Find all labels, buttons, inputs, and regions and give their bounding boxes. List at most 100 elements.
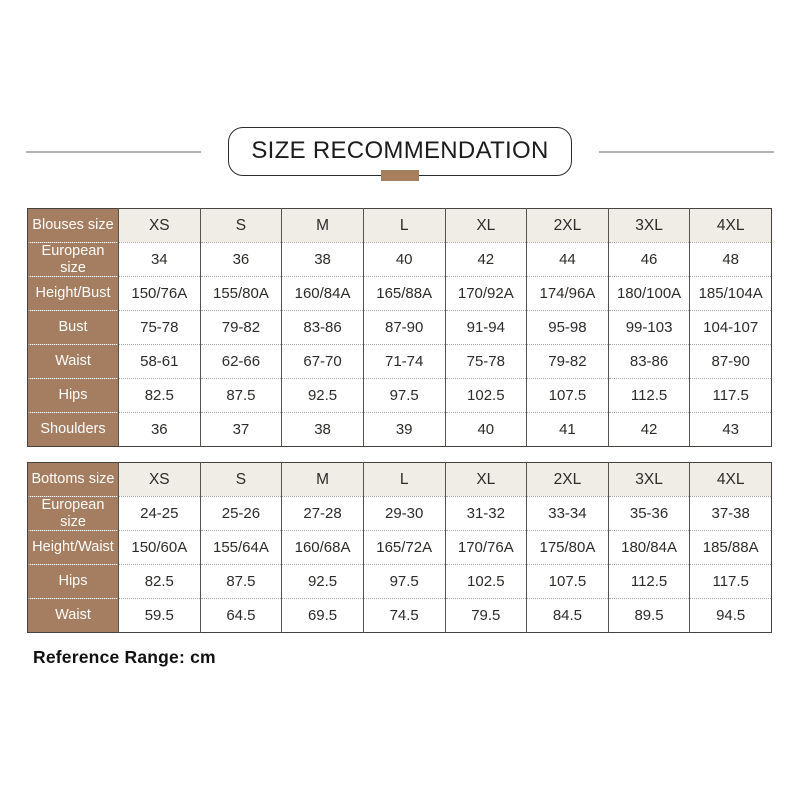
table-cell: 69.5	[281, 598, 364, 633]
table-cell: 180/100A	[607, 276, 690, 311]
table-cell: 34	[118, 242, 201, 277]
title-section: SIZE RECOMMENDATION	[0, 0, 800, 181]
table-cell: 58-61	[118, 344, 201, 379]
table-cell: 36	[199, 242, 282, 277]
table-cell: 59.5	[118, 598, 201, 633]
table-cell: 75-78	[118, 310, 201, 345]
table-cell: 165/72A	[362, 530, 445, 565]
table-cell: 48	[689, 242, 772, 277]
table-cell: 64.5	[199, 598, 282, 633]
table-cell: 174/96A	[526, 276, 609, 311]
title-accent-bar	[380, 170, 419, 181]
blouses-size-table: Blouses size XS S M L XL 2XL 3XL 4XL European siz…	[27, 208, 772, 447]
size-column-header: S	[199, 208, 282, 243]
size-column-header: 3XL	[607, 208, 690, 243]
table-cell: 44	[526, 242, 609, 277]
table-cell: 27-28	[281, 496, 364, 531]
title-box: SIZE RECOMMENDATION	[228, 127, 572, 181]
table-cell: 67-70	[281, 344, 364, 379]
table-cell: 97.5	[362, 564, 445, 599]
table-cell: 40	[362, 242, 445, 277]
table-cell: 102.5	[444, 564, 527, 599]
table-row: European size 24-25 25-26 27-28 29-30 31-32 33…	[27, 496, 772, 531]
table-cell: 35-36	[607, 496, 690, 531]
table-cell: 92.5	[281, 564, 364, 599]
table-row: Height/Bust 150/76A 155/80A 160/84A 165/88A 1…	[27, 276, 772, 311]
table-row: Height/Waist 150/60A 155/64A 160/68A 165/72A…	[27, 530, 772, 565]
table-cell: 43	[689, 412, 772, 447]
title-divider-right	[598, 150, 774, 153]
table-row: Hips 82.5 87.5 92.5 97.5 102.5 107.5 112.5 117.5	[27, 564, 772, 599]
table-cell: 150/60A	[118, 530, 201, 565]
size-column-header: XL	[444, 462, 527, 497]
size-column-header: 4XL	[689, 462, 772, 497]
table-cell: 99-103	[607, 310, 690, 345]
row-label: Hips	[27, 378, 119, 413]
table-cell: 160/84A	[281, 276, 364, 311]
row-label: Waist	[27, 344, 119, 379]
table-cell: 117.5	[689, 564, 772, 599]
table-title-cell: Blouses size	[27, 208, 119, 243]
size-column-header: M	[281, 462, 364, 497]
table-cell: 107.5	[526, 378, 609, 413]
table-cell: 75-78	[444, 344, 527, 379]
row-label: Height/Waist	[27, 530, 119, 565]
table-cell: 92.5	[281, 378, 364, 413]
table-cell: 180/84A	[607, 530, 690, 565]
row-label: Waist	[27, 598, 119, 633]
table-cell: 155/80A	[199, 276, 282, 311]
table-cell: 94.5	[689, 598, 772, 633]
size-column-header: L	[362, 462, 445, 497]
table-cell: 42	[607, 412, 690, 447]
table-cell: 46	[607, 242, 690, 277]
size-column-header: S	[199, 462, 282, 497]
table-cell: 31-32	[444, 496, 527, 531]
table-cell: 160/68A	[281, 530, 364, 565]
size-column-header: 4XL	[689, 208, 772, 243]
table-cell: 104-107	[689, 310, 772, 345]
size-column-header: XS	[118, 208, 201, 243]
table-cell: 42	[444, 242, 527, 277]
table-cell: 185/88A	[689, 530, 772, 565]
size-header-row: Blouses size XS S M L XL 2XL 3XL 4XL	[27, 208, 772, 243]
table-cell: 84.5	[526, 598, 609, 633]
table-cell: 150/76A	[118, 276, 201, 311]
table-cell: 89.5	[607, 598, 690, 633]
table-row: European size 34 36 38 40 42 44 46 48	[27, 242, 772, 277]
table-cell: 82.5	[118, 378, 201, 413]
table-cell: 33-34	[526, 496, 609, 531]
table-cell: 29-30	[362, 496, 445, 531]
size-column-header: M	[281, 208, 364, 243]
table-cell: 87-90	[689, 344, 772, 379]
size-column-header: 2XL	[526, 208, 609, 243]
table-cell: 82.5	[118, 564, 201, 599]
table-cell: 37	[199, 412, 282, 447]
table-cell: 117.5	[689, 378, 772, 413]
table-cell: 40	[444, 412, 527, 447]
table-row: Shoulders 36 37 38 39 40 41 42 43	[27, 412, 772, 447]
table-row: Hips 82.5 87.5 92.5 97.5 102.5 107.5 112.5 117.5	[27, 378, 772, 413]
row-label: European size	[27, 496, 119, 531]
row-label: Shoulders	[27, 412, 119, 447]
table-cell: 155/64A	[199, 530, 282, 565]
table-cell: 36	[118, 412, 201, 447]
bottoms-size-table: Bottoms size XS S M L XL 2XL 3XL 4XL European siz…	[27, 462, 772, 633]
table-cell: 87-90	[362, 310, 445, 345]
size-column-header: XL	[444, 208, 527, 243]
table-cell: 79.5	[444, 598, 527, 633]
size-tables-container: Blouses size XS S M L XL 2XL 3XL 4XL European siz…	[27, 208, 772, 668]
table-cell: 79-82	[526, 344, 609, 379]
table-cell: 87.5	[199, 378, 282, 413]
table-cell: 41	[526, 412, 609, 447]
table-cell: 71-74	[362, 344, 445, 379]
table-row: Waist 58-61 62-66 67-70 71-74 75-78 79-82 83-86…	[27, 344, 772, 379]
row-label: Bust	[27, 310, 119, 345]
table-cell: 74.5	[362, 598, 445, 633]
table-cell: 95-98	[526, 310, 609, 345]
table-cell: 175/80A	[526, 530, 609, 565]
table-cell: 79-82	[199, 310, 282, 345]
size-column-header: XS	[118, 462, 201, 497]
table-cell: 37-38	[689, 496, 772, 531]
table-cell: 112.5	[607, 564, 690, 599]
